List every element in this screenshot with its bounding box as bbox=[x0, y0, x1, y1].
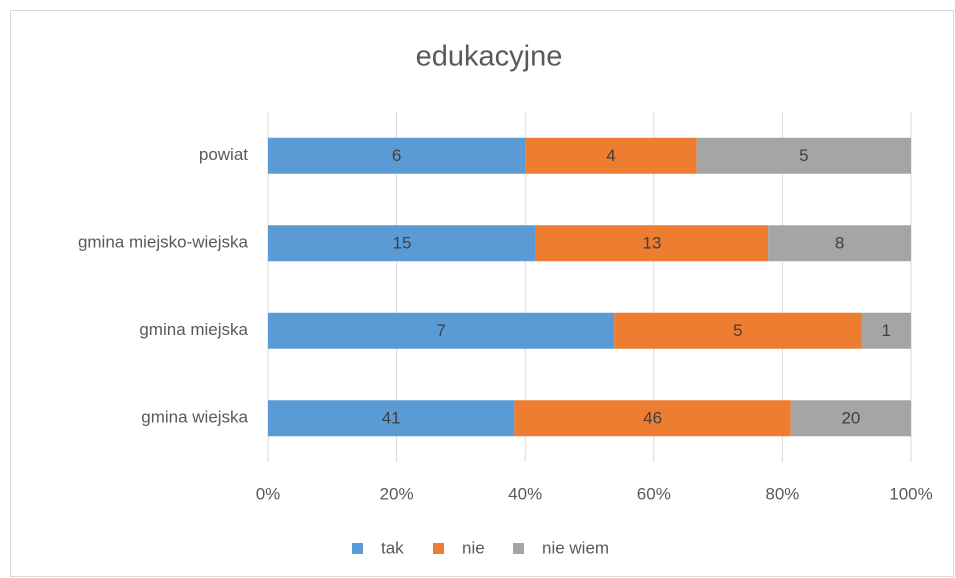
data-label: 1 bbox=[882, 321, 891, 340]
bar-segment bbox=[696, 137, 911, 174]
y-tick-label: gmina wiejska bbox=[141, 408, 248, 427]
data-label: 8 bbox=[835, 234, 844, 253]
x-tick-label: 20% bbox=[380, 484, 414, 503]
bar-segment bbox=[614, 312, 862, 349]
data-label: 13 bbox=[643, 234, 662, 253]
x-tick-label: 0% bbox=[256, 484, 281, 503]
bar-segment bbox=[535, 225, 769, 262]
bar-segment bbox=[768, 225, 911, 262]
data-label: 41 bbox=[382, 409, 401, 428]
x-tick-label: 80% bbox=[765, 484, 799, 503]
bar-segment bbox=[514, 400, 791, 437]
bar-segment bbox=[861, 312, 911, 349]
data-label: 6 bbox=[392, 146, 401, 165]
y-tick-label: gmina miejsko-wiejska bbox=[78, 233, 249, 252]
legend-label: nie bbox=[462, 538, 485, 557]
data-label: 4 bbox=[606, 146, 615, 165]
x-tick-label: 40% bbox=[508, 484, 542, 503]
data-label: 5 bbox=[799, 146, 808, 165]
bar-segment bbox=[268, 137, 526, 174]
bar-segment bbox=[525, 137, 697, 174]
y-tick-label: gmina miejska bbox=[139, 320, 248, 339]
y-tick-label: powiat bbox=[199, 145, 248, 164]
legend-swatch bbox=[513, 543, 524, 554]
data-label: 20 bbox=[841, 409, 860, 428]
legend-swatch bbox=[352, 543, 363, 554]
x-tick-label: 60% bbox=[637, 484, 671, 503]
bar-segment bbox=[268, 312, 615, 349]
x-tick-label: 100% bbox=[889, 484, 932, 503]
data-label: 7 bbox=[436, 321, 445, 340]
bar-segment bbox=[790, 400, 911, 437]
chart-title: edukacyjne bbox=[416, 41, 563, 73]
legend-label: tak bbox=[381, 538, 404, 557]
data-label: 46 bbox=[643, 409, 662, 428]
data-label: 15 bbox=[392, 234, 411, 253]
bar-segment bbox=[268, 225, 536, 262]
bar-segment bbox=[268, 400, 515, 437]
legend-swatch bbox=[433, 543, 444, 554]
chart-frame bbox=[10, 10, 954, 577]
data-label: 5 bbox=[733, 321, 742, 340]
legend-label: nie wiem bbox=[542, 538, 609, 557]
